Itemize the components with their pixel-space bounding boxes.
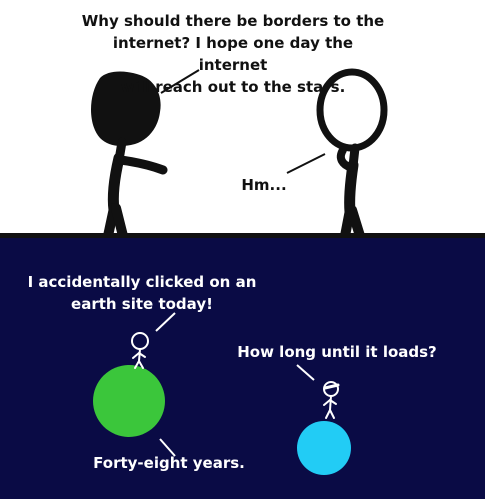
bottom-panel: I accidentally clicked on an earth site … <box>0 238 485 499</box>
bottom-speech-tail <box>159 438 176 457</box>
upper-right-speech: How long until it loads? <box>237 343 437 361</box>
woman-speech-tail <box>160 69 200 94</box>
top-panel: Why should there be borders to the inter… <box>0 0 485 238</box>
bottom-speech: Forty-eight years. <box>93 454 245 472</box>
man-speech: Hm... <box>241 176 287 194</box>
blue-planet <box>297 421 351 475</box>
top-panel-art <box>91 68 388 238</box>
blue-planet-figure <box>323 381 340 419</box>
woman-speech: Why should there be borders to the inter… <box>81 12 385 96</box>
upper-left-speech-tail <box>155 312 176 332</box>
green-planet-figure <box>131 332 149 369</box>
woman-hair <box>91 71 161 146</box>
man-figure <box>316 68 388 238</box>
bottom-panel-art <box>93 312 351 475</box>
woman-figure <box>91 71 168 238</box>
green-planet <box>93 365 165 437</box>
upper-right-speech-tail <box>296 364 315 381</box>
man-speech-tail <box>286 153 326 174</box>
upper-left-speech: I accidentally clicked on an earth site … <box>27 273 257 313</box>
panel-divider <box>0 233 485 240</box>
